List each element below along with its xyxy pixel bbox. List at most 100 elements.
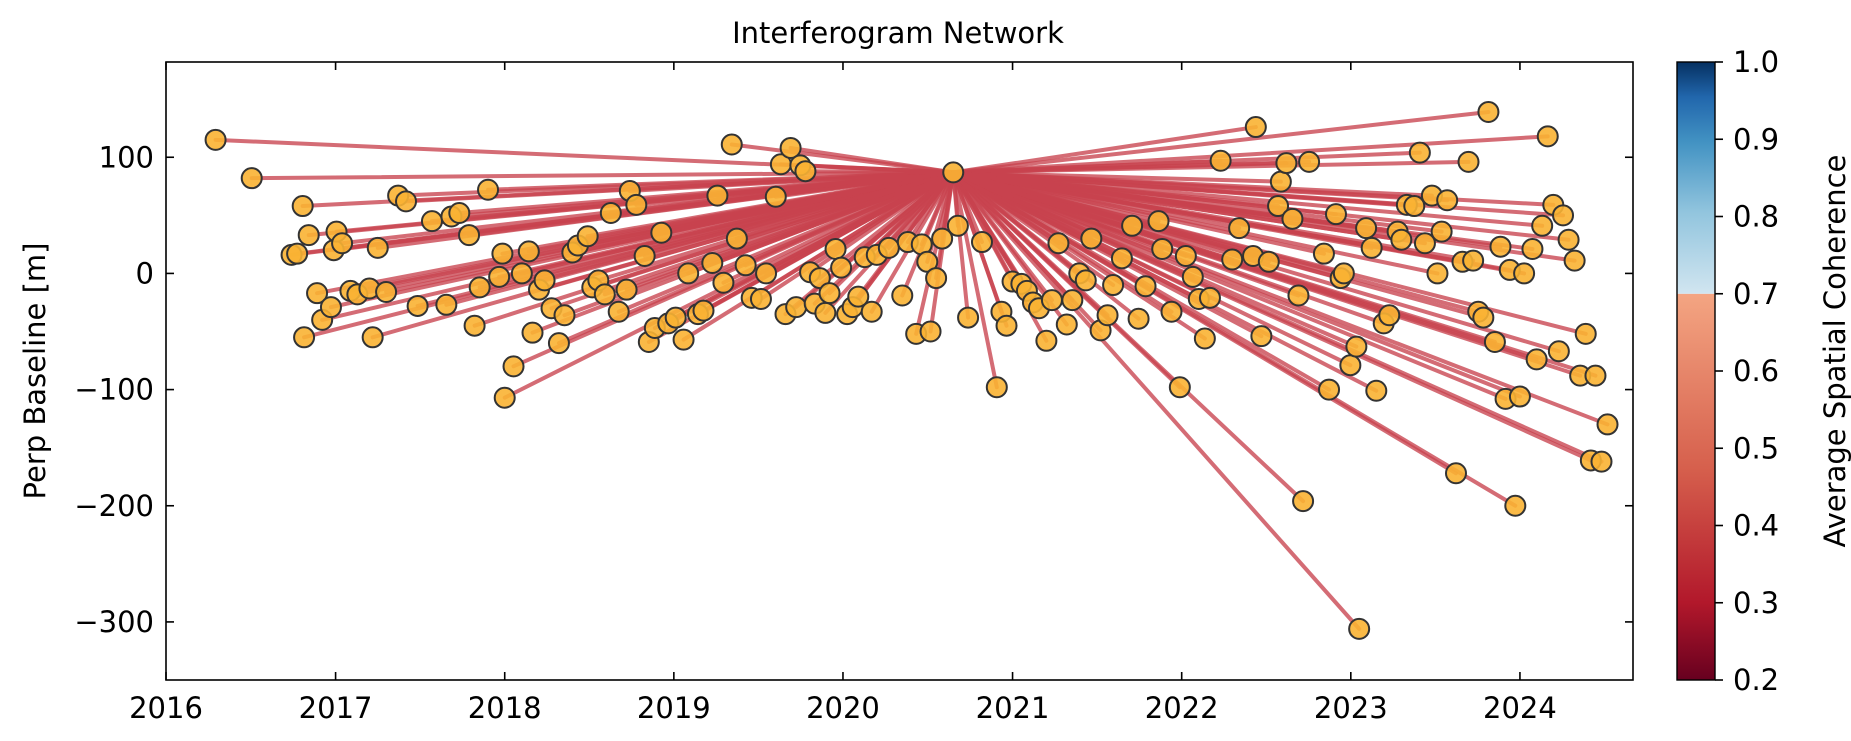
acquisition-node: [925, 267, 948, 290]
acquisition-node: [664, 306, 687, 329]
acquisition-node: [1121, 214, 1144, 237]
acquisition-node: [1462, 249, 1485, 272]
acquisition-node: [1281, 207, 1304, 230]
acquisition-node: [701, 251, 724, 274]
acquisition-node: [1390, 228, 1413, 251]
acquisition-node: [1324, 203, 1347, 226]
acquisition-node: [1292, 490, 1315, 513]
acquisition-node: [493, 386, 516, 409]
x-tick-label: 2023: [1314, 691, 1388, 725]
acquisition-node: [458, 224, 481, 247]
x-tick-label: 2019: [637, 691, 711, 725]
x-axis-ticks: 2016 2017 2018 2019 2020 2021 2022 2023 2024: [129, 62, 1557, 725]
acquisition-node: [1061, 289, 1084, 312]
x-tick-label: 2018: [468, 691, 542, 725]
interferogram-edge: [951, 170, 1306, 504]
acquisition-node: [1221, 248, 1244, 271]
acquisition-node: [818, 282, 841, 305]
interferogram-edge: [627, 170, 956, 193]
acquisition-node: [1269, 170, 1292, 193]
acquisition-node: [692, 299, 715, 322]
acquisition-node: [1110, 247, 1133, 270]
acquisition-node: [633, 244, 656, 267]
acquisition-node: [1181, 265, 1204, 288]
acquisition-node: [1413, 232, 1436, 255]
y-axis-ticks: −300 −200 −100 0 100: [74, 140, 1633, 639]
acquisition-node: [1198, 286, 1221, 309]
acquisition-node: [319, 296, 342, 319]
acquisition-node: [1536, 125, 1559, 148]
colorbar-label: Average Spatial Coherence: [1818, 155, 1851, 548]
interferogram-edge: [951, 170, 1604, 464]
x-tick-label: 2017: [299, 691, 373, 725]
colorbar: 0.2 0.3 0.4 0.5 0.6 0.7 0.8 0.9 1.0 Average Spat…: [1676, 45, 1851, 697]
acquisition-node: [847, 285, 870, 308]
acquisition-node: [1444, 462, 1467, 485]
interferogram-edge: [951, 170, 1379, 393]
colorbar-tick-label: 0.6: [1733, 354, 1779, 388]
acquisition-node: [1055, 313, 1078, 336]
acquisition-node: [1360, 236, 1383, 259]
acquisition-node: [995, 314, 1018, 337]
acquisition-node: [517, 240, 540, 263]
colorbar-tick-label: 0.9: [1733, 122, 1779, 156]
acquisition-node: [576, 225, 599, 248]
y-axis-label: Perp Baseline [m]: [18, 243, 52, 500]
x-tick-label: 2024: [1483, 691, 1557, 725]
acquisition-node: [1557, 228, 1580, 251]
interferogram-edge: [951, 170, 971, 320]
acquisition-node: [1035, 329, 1058, 352]
acquisition-node: [919, 320, 942, 343]
interferogram-edge: [905, 170, 956, 245]
acquisition-node: [1584, 364, 1607, 387]
acquisition-node: [240, 167, 263, 190]
x-tick-label: 2022: [1145, 691, 1219, 725]
acquisition-node: [1508, 385, 1531, 408]
acquisition-node: [677, 262, 700, 285]
acquisition-node: [1477, 100, 1500, 123]
acquisition-node: [448, 202, 471, 225]
acquisition-node: [361, 326, 384, 349]
acquisition-node: [1151, 238, 1174, 261]
acquisition-node: [779, 136, 802, 159]
colorbar-tick-label: 0.8: [1733, 200, 1779, 234]
acquisition-node: [1174, 244, 1197, 267]
acquisition-node: [706, 184, 729, 207]
colorbar-tick-label: 0.5: [1733, 431, 1779, 465]
interferogram-edge: [940, 170, 956, 241]
acquisition-node: [785, 296, 808, 319]
acquisition-node: [720, 133, 743, 156]
interferogram-edge: [803, 169, 956, 175]
acquisition-node: [395, 190, 418, 213]
acquisition-node: [1547, 340, 1570, 363]
acquisition-node: [1287, 284, 1310, 307]
acquisition-node: [204, 128, 227, 151]
acquisition-node: [306, 282, 329, 305]
acquisition-node: [1147, 210, 1170, 233]
acquisition-node: [1403, 195, 1426, 218]
acquisition-node: [491, 242, 514, 265]
acquisition-node: [1596, 413, 1619, 436]
acquisition-node: [1193, 327, 1216, 350]
acquisition-node: [331, 232, 354, 255]
acquisition-node: [1457, 150, 1480, 173]
interferogram-edge: [743, 170, 956, 268]
acquisition-node: [764, 185, 787, 208]
acquisition-node: [1134, 275, 1157, 298]
acquisition-node: [1228, 217, 1251, 240]
acquisition-node: [672, 328, 695, 351]
acquisition-node: [1472, 306, 1495, 329]
acquisition-node: [1378, 304, 1401, 327]
interferogram-edge: [951, 170, 1610, 427]
acquisition-node: [607, 300, 630, 323]
colorbar-tick-label: 0.2: [1733, 663, 1779, 697]
interferogram-edge: [734, 170, 956, 241]
y-tick-label: −200: [74, 489, 154, 523]
x-tick-label: 2020: [806, 691, 880, 725]
acquisition-node: [533, 269, 556, 292]
acquisition-node: [931, 227, 954, 250]
acquisition-node: [734, 254, 757, 277]
acquisition-node: [1275, 152, 1298, 175]
acquisition-node: [1160, 300, 1183, 323]
interferogram-edge: [833, 170, 956, 252]
